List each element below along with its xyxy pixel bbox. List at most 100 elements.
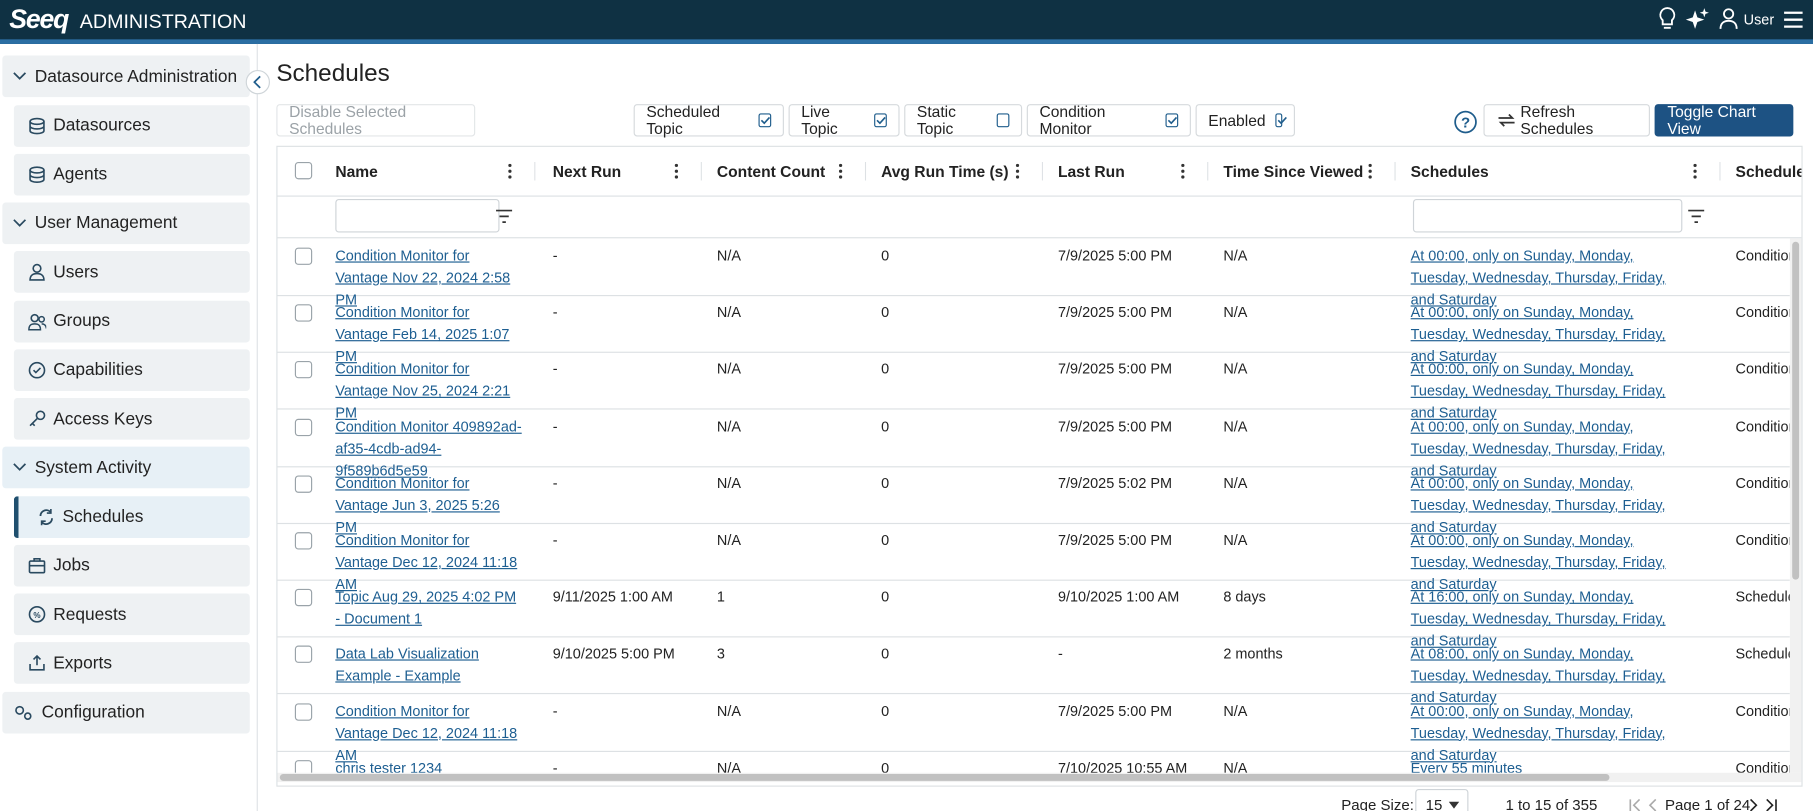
column-filter-input[interactable]: [1412, 198, 1683, 233]
filter-icon: [496, 209, 513, 223]
filter-checkbox[interactable]: [1164, 113, 1179, 128]
filter-toggle[interactable]: Scheduled Topic: [633, 103, 784, 138]
cell-link[interactable]: At 00:00, only on Sunday, Monday, Tuesda…: [1410, 702, 1666, 764]
idea-icon[interactable]: [1658, 7, 1677, 30]
column-header[interactable]: Content Count: [716, 162, 826, 180]
table-cell: Condition: [1735, 304, 1790, 321]
column-header[interactable]: Schedule: [1735, 162, 1803, 180]
row-checkbox[interactable]: [294, 646, 313, 664]
cell-link[interactable]: Every 55 minutes: [1410, 759, 1523, 773]
nav-item-label: Access Keys: [53, 408, 153, 429]
filter-toggle[interactable]: Static Topic: [904, 103, 1023, 138]
table-cell: 0: [881, 247, 890, 264]
cell-link[interactable]: At 00:00, only on Sunday, Monday, Tuesda…: [1410, 247, 1666, 308]
nav-icon: [39, 508, 53, 525]
nav-item[interactable]: Users: [13, 251, 250, 294]
user-icon[interactable]: [1718, 7, 1739, 30]
cell-link[interactable]: Condition Monitor for Vantage Dec 12, 20…: [335, 532, 518, 593]
cell-link[interactable]: At 16:00, only on Sunday, Monday, Tuesda…: [1410, 589, 1666, 650]
row-checkbox[interactable]: [294, 532, 313, 550]
table-cell: 7/9/2025 5:00 PM: [1057, 418, 1173, 435]
row-checkbox[interactable]: [294, 589, 313, 607]
column-header[interactable]: Schedules: [1410, 162, 1489, 180]
table-row: chris tester 1234 - N/A 0 7/10/2025 10:55 AM…: [278, 751, 1790, 773]
row-checkbox[interactable]: [294, 247, 313, 265]
table-row: Condition Monitor for Vantage Dec 12, 20…: [277, 523, 1790, 592]
column-header[interactable]: Avg Run Time (s): [881, 162, 1009, 180]
refresh-button[interactable]: Refresh Schedules: [1483, 103, 1650, 138]
nav-section[interactable]: User Management: [2, 202, 250, 244]
row-checkbox[interactable]: [294, 361, 313, 379]
cell-link[interactable]: At 00:00, only on Sunday, Monday, Tuesda…: [1410, 532, 1666, 593]
nav-item[interactable]: Agents: [13, 153, 250, 196]
nav-item[interactable]: Groups: [13, 300, 250, 342]
top-bar: Seeq ADMINISTRATION User: [0, 0, 1813, 44]
nav-item[interactable]: Datasources: [13, 104, 250, 147]
first-page-icon: [1629, 798, 1641, 811]
logo[interactable]: Seeq: [9, 3, 69, 34]
nav-section-label: System Activity: [34, 457, 152, 478]
table-cell: 3: [716, 646, 725, 663]
row-checkbox[interactable]: [294, 702, 313, 721]
nav-item[interactable]: Jobs: [13, 544, 250, 587]
page-size-select[interactable]: 15: [1415, 789, 1469, 811]
column-header[interactable]: Time Since Viewed: [1223, 162, 1364, 180]
table-cell: Condition: [1735, 532, 1790, 549]
cell-link[interactable]: At 00:00, only on Sunday, Monday, Tuesda…: [1410, 304, 1666, 365]
nav-item[interactable]: Exports: [13, 642, 250, 685]
cell-link[interactable]: Topic Aug 29, 2025 4:02 PM - Document 1: [335, 589, 517, 628]
filter-checkbox[interactable]: [758, 113, 772, 128]
select-all-checkbox[interactable]: [294, 161, 313, 180]
cell-link[interactable]: Condition Monitor for Vantage Nov 25, 20…: [335, 361, 511, 422]
horizontal-scroll-thumb[interactable]: [279, 773, 1610, 781]
nav-item[interactable]: Access Keys: [13, 397, 250, 440]
filter-checkbox[interactable]: [996, 113, 1010, 128]
nav-section[interactable]: Datasource Administration: [2, 55, 250, 98]
nav-item[interactable]: Capabilities: [13, 349, 250, 391]
cell-link[interactable]: Condition Monitor for Vantage Feb 14, 20…: [335, 304, 510, 365]
collapse-button[interactable]: [245, 69, 270, 95]
user-name[interactable]: User: [1743, 11, 1775, 28]
filter-toggle[interactable]: Live Topic: [788, 103, 900, 138]
cell-link[interactable]: Data Lab Visualization Example - Example: [335, 646, 479, 685]
column-header[interactable]: Next Run: [552, 162, 622, 180]
cell-link[interactable]: At 00:00, only on Sunday, Monday, Tuesda…: [1410, 361, 1666, 422]
cell-link[interactable]: Condition Monitor for Vantage Jun 3, 202…: [335, 475, 500, 536]
nav-item[interactable]: % Requests: [13, 593, 250, 636]
filter-toggle[interactable]: Enabled: [1195, 104, 1295, 137]
nav-icon: [28, 361, 46, 379]
toggle-chart-button[interactable]: Toggle Chart View: [1654, 103, 1794, 138]
cell-link[interactable]: Condition Monitor for Vantage Dec 12, 20…: [335, 702, 518, 764]
disable-button[interactable]: Disable Selected Schedules: [276, 103, 476, 138]
vertical-scroll-thumb[interactable]: [1792, 241, 1800, 580]
row-checkbox[interactable]: [294, 759, 313, 773]
cell-link[interactable]: At 00:00, only on Sunday, Monday, Tuesda…: [1410, 418, 1666, 479]
nav-section[interactable]: Configuration: [2, 691, 250, 733]
help-icon[interactable]: ?: [1453, 110, 1477, 134]
nav-item-label: Datasources: [53, 115, 151, 136]
table-cell: Condition: [1735, 361, 1790, 378]
row-checkbox[interactable]: [294, 475, 313, 493]
table-cell: N/A: [1223, 702, 1248, 720]
table-row: Topic Aug 29, 2025 4:02 PM - Document 1 9…: [277, 580, 1790, 649]
ai-icon[interactable]: [1685, 7, 1710, 32]
cell-link[interactable]: Condition Monitor for Vantage Nov 22, 20…: [335, 247, 511, 308]
row-checkbox[interactable]: [294, 304, 313, 322]
nav-item[interactable]: Schedules: [13, 495, 250, 538]
filter-toggle[interactable]: Condition Monitor: [1026, 103, 1191, 138]
filter-checkbox[interactable]: [1274, 113, 1287, 128]
column-filter-input[interactable]: [335, 198, 500, 233]
cell-link[interactable]: At 08:00, only on Sunday, Monday, Tuesda…: [1410, 646, 1666, 707]
cell-link[interactable]: Condition Monitor 409892ad-af35-4cdb-ad9…: [335, 418, 522, 479]
row-checkbox[interactable]: [294, 418, 313, 436]
cell-link[interactable]: chris tester 1234: [335, 759, 443, 773]
column-header[interactable]: Name: [335, 162, 378, 180]
nav-section[interactable]: System Activity: [2, 446, 250, 489]
column-divider: [534, 161, 536, 181]
table-cell: N/A: [1223, 304, 1248, 321]
menu-icon[interactable]: [1783, 9, 1804, 30]
column-header[interactable]: Last Run: [1057, 162, 1125, 180]
table-cell: 0: [881, 418, 890, 435]
cell-link[interactable]: At 00:00, only on Sunday, Monday, Tuesda…: [1410, 475, 1666, 536]
filter-checkbox[interactable]: [873, 113, 887, 128]
